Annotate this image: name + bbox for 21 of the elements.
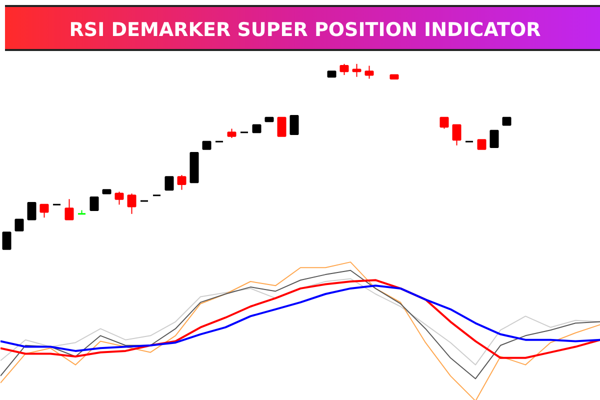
candlestick: [164, 176, 174, 191]
candlestick: [290, 115, 299, 136]
candlestick: [90, 196, 99, 211]
candlestick: [14, 218, 24, 232]
candlestick: [27, 202, 36, 220]
candlestick: [127, 193, 136, 214]
candlestick: [452, 124, 462, 146]
candlestick: [2, 232, 12, 250]
candlestick: [340, 63, 349, 76]
candlestick: [40, 204, 49, 218]
candlestick: [440, 116, 449, 130]
candlestick: [177, 174, 186, 190]
chart-title: RSI DEMARKER SUPER POSITION INDICATOR: [69, 18, 541, 43]
candlestick: [227, 128, 236, 138]
candlestick: [64, 198, 74, 220]
candlestick: [114, 191, 124, 206]
candlestick: [364, 65, 374, 80]
candlestick: [277, 116, 286, 137]
candlestick: [477, 139, 486, 150]
candlestick: [352, 63, 362, 78]
candlestick: [490, 130, 499, 148]
